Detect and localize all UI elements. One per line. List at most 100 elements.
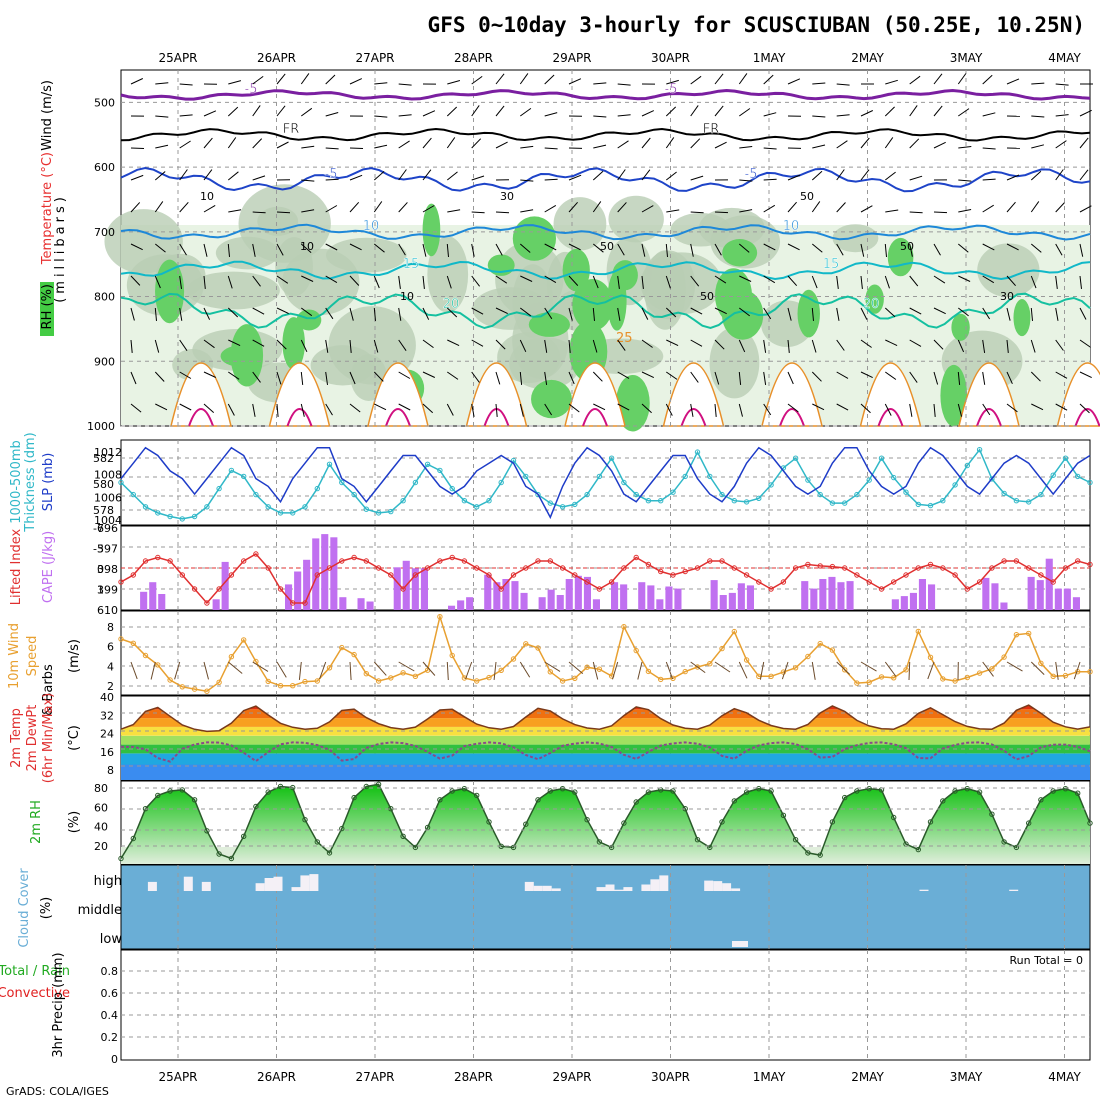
cloud-panel-frame: [120, 864, 1091, 950]
cloud-high-bar: [1009, 889, 1019, 891]
wind-barb: [812, 115, 826, 118]
wind-barb: [471, 175, 485, 181]
wind-barb: [373, 307, 376, 321]
cloud-high-bar: [264, 878, 274, 891]
wind-speed-line-point: [878, 674, 885, 680]
lifted-index-line-point: [903, 572, 909, 578]
wind-barb: [568, 307, 573, 321]
wind-barb: [957, 243, 969, 253]
wind-barb: [1079, 243, 1084, 257]
wind-speed-line-point: [842, 667, 848, 673]
wind-barb: [544, 371, 548, 385]
wind-barb: [860, 275, 863, 289]
wind-speed-line-point: [1026, 630, 1032, 637]
rh-line-point: [866, 786, 872, 792]
lowlevel-cone: [662, 362, 725, 427]
lowlevel-cone: [465, 362, 528, 427]
cape-bar: [547, 589, 555, 610]
cloud-level-label: low: [100, 932, 123, 947]
wind-barb: [1079, 275, 1082, 289]
rh-blob-mid: [215, 236, 279, 270]
rh-blob-high: [722, 239, 758, 267]
thickness-line-point: [927, 502, 934, 509]
wind-barb: [349, 243, 362, 251]
surface-wind-barb: [174, 661, 181, 680]
precip-label-2: Convective: [0, 986, 70, 1001]
wind-barb: [811, 275, 818, 289]
rh-area: [121, 784, 1090, 864]
thickness-label-2: Thickness (dm): [23, 432, 38, 532]
cape-bar: [149, 582, 157, 610]
surface-wind-barb: [884, 661, 897, 677]
rh-line-point: [964, 786, 970, 792]
wind-barb: [714, 211, 729, 214]
wind-barb: [252, 339, 265, 347]
lifted-index-line-point: [351, 554, 357, 561]
wind-speed-line-point: [829, 647, 836, 653]
rh-line-point: [363, 783, 369, 790]
wind-barb: [568, 403, 580, 413]
thickness-line-point: [461, 498, 468, 504]
wind-barb: [884, 137, 894, 149]
lowlevel-cone: [761, 362, 823, 427]
rh-line-point: [1026, 820, 1032, 826]
cloud-high-bar: [659, 875, 669, 891]
rh-contour-label: 10: [300, 240, 314, 253]
wind-barb: [446, 307, 458, 318]
day-label-top: 26APR: [257, 51, 296, 65]
wind-speed-line-point: [891, 675, 897, 681]
wind-barb: [544, 403, 553, 416]
rh-line-point: [130, 835, 137, 842]
wind-barb: [1055, 371, 1068, 379]
thickness-line-point: [596, 473, 603, 480]
wind-barb: [325, 147, 339, 150]
surface-wind-barb: [927, 661, 935, 680]
lifted-index-line-point: [572, 572, 578, 578]
wind-barb: [665, 171, 677, 181]
temp-line: [120, 704, 1091, 733]
wind-barb: [130, 307, 135, 321]
day-label-bottom: 26APR: [257, 1070, 296, 1084]
rh-line-point: [1062, 786, 1069, 792]
wind-barb: [374, 115, 388, 118]
wind-barb: [763, 371, 767, 385]
cloud-high-bar: [641, 884, 651, 891]
thickness-line-point: [976, 447, 983, 453]
rh-line-point: [1013, 844, 1020, 851]
lifted-index-line-point: [547, 558, 553, 564]
li-tick: -3: [93, 543, 104, 556]
wind-barb: [714, 243, 722, 256]
rh-blob-high: [282, 317, 305, 370]
legend-rh: RH (%): [40, 284, 55, 329]
thickness-line-point: [191, 513, 198, 520]
rh-line-point: [277, 783, 284, 790]
wind-barb: [836, 371, 849, 379]
cape-bar: [321, 534, 329, 610]
contour-label-25: 25: [616, 331, 633, 346]
lifted-index-line-point: [731, 565, 737, 571]
rh-line-point: [155, 792, 161, 799]
wind-speed-line-point: [645, 668, 652, 675]
wind-speed-line-point: [854, 680, 860, 686]
wind-barb: [884, 307, 896, 318]
wind-barb: [446, 243, 449, 258]
rh-line-point: [976, 789, 983, 795]
wind-barb: [617, 243, 625, 256]
wind-barb: [154, 339, 160, 353]
thickness-line-point: [940, 498, 946, 504]
surface-wind-barb: [759, 661, 765, 680]
lifted-index-line-point: [535, 558, 541, 564]
wind-label-2: Speed: [25, 636, 40, 677]
chart-title: GFS 0~10day 3-hourly for SCUSCIUBAN (50.…: [428, 13, 1085, 37]
temp-label-3: (6hr Min/Max): [41, 693, 56, 783]
cape-tick: 398: [97, 563, 118, 576]
wind-barb: [252, 371, 261, 383]
day-label-bottom: 27APR: [355, 1070, 394, 1084]
wind-barb: [1030, 307, 1033, 321]
cloud-high-bar: [596, 887, 606, 891]
lifted-index-line-point: [424, 565, 431, 571]
cape-bar: [538, 597, 546, 610]
cloud-high-bar: [533, 885, 543, 891]
wind-barb: [471, 371, 480, 383]
wind-barb: [179, 243, 187, 256]
